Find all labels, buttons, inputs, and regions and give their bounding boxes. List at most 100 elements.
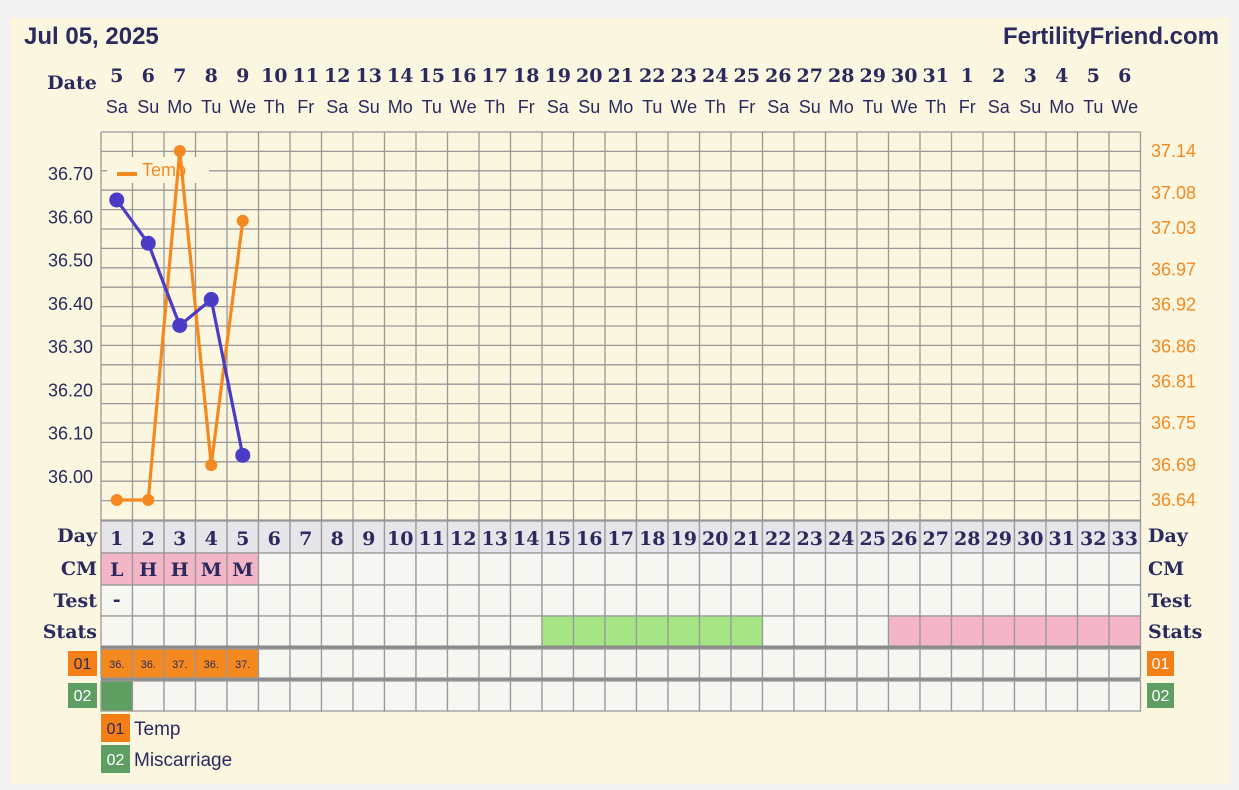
test-cell (982, 584, 1016, 617)
cycle-day-number: 2 (142, 528, 155, 550)
cycle-day-number: 21 (734, 528, 760, 550)
day-of-week: Fr (959, 97, 976, 117)
day-cell (131, 520, 165, 554)
track01-cell (730, 648, 764, 679)
track01-value: 36. (109, 659, 124, 671)
stats-cell (793, 615, 827, 649)
cycle-day-number: 30 (1017, 528, 1043, 550)
track01-code-left: 01 (74, 656, 92, 673)
test-cell (1076, 584, 1110, 617)
left-axis-tick: 36.00 (48, 467, 93, 487)
cm-value: L (110, 559, 123, 581)
track02-cell (352, 680, 386, 712)
cm-label-right: CM (1148, 558, 1184, 580)
date-number: 10 (261, 65, 287, 87)
test-cell (415, 584, 449, 617)
date-number: 2 (992, 65, 1005, 87)
test-cell (667, 584, 701, 617)
data-point (172, 318, 188, 333)
cycle-day-number: 17 (608, 528, 634, 550)
day-of-week: We (450, 97, 477, 117)
date-number: 16 (450, 65, 476, 87)
cycle-day-number: 22 (765, 528, 791, 550)
cm-cell (1045, 552, 1079, 586)
cycle-day-number: 4 (205, 528, 218, 550)
track01-cell (478, 648, 512, 679)
cycle-day-number: 27 (923, 528, 949, 550)
legend-code: 01 (107, 721, 125, 738)
day-of-week: Th (484, 97, 505, 117)
track01-value: 37. (172, 659, 187, 671)
cycle-day-number: 29 (986, 528, 1012, 550)
cycle-day-number: 7 (299, 528, 312, 550)
track01-cell (383, 648, 417, 679)
track01-cell (415, 648, 449, 679)
cm-cell (698, 552, 732, 586)
stats-cell (163, 615, 197, 649)
track01-value: 36. (141, 659, 156, 671)
track01-cell (856, 648, 890, 679)
right-axis-tick: 36.64 (1151, 490, 1196, 510)
left-axis-tick: 36.20 (48, 380, 93, 400)
cm-cell (415, 552, 449, 586)
date-number: 30 (891, 65, 917, 87)
stats-cell (1045, 615, 1079, 649)
track01-code-right: 01 (1152, 656, 1170, 673)
day-label-left: Day (57, 525, 98, 547)
day-of-week: Th (264, 97, 285, 117)
stats-cell (698, 615, 732, 649)
right-axis-tick: 36.69 (1151, 455, 1196, 475)
date-number: 7 (173, 65, 186, 87)
track02-badge-right (1147, 683, 1174, 708)
stats-label-left: Stats (43, 621, 97, 643)
stats-cell (572, 615, 606, 649)
date-number: 6 (142, 65, 155, 87)
track01-cell (131, 648, 165, 679)
track02-cell (604, 680, 638, 712)
test-cell (572, 584, 606, 617)
stats-cell (635, 615, 669, 649)
stats-cell (541, 615, 575, 649)
cycle-day-number: 26 (891, 528, 917, 550)
date-number: 4 (1055, 65, 1068, 87)
cm-cell (1108, 552, 1142, 586)
cm-value: M (232, 559, 253, 581)
day-cell (667, 520, 701, 554)
cycle-day-number: 13 (482, 528, 508, 550)
left-axis-tick: 36.10 (48, 424, 93, 444)
date-number: 25 (734, 65, 760, 87)
day-of-week: We (229, 97, 256, 117)
stats-cell (415, 615, 449, 649)
track01-cell (667, 648, 701, 679)
test-cell (793, 584, 827, 617)
date-number: 20 (576, 65, 602, 87)
cm-cell (320, 552, 354, 586)
left-axis-tick: 36.60 (48, 207, 93, 227)
test-cell (730, 584, 764, 617)
date-number: 28 (828, 65, 854, 87)
cm-cell (887, 552, 921, 586)
track02-cell (541, 680, 575, 712)
track02-cell (730, 680, 764, 712)
day-of-week: Tu (201, 97, 221, 117)
track01-cell (1076, 648, 1110, 679)
stats-cell (320, 615, 354, 649)
stats-cell (1108, 615, 1142, 649)
cm-cell (793, 552, 827, 586)
track02-cell (950, 680, 984, 712)
right-axis-tick: 36.86 (1151, 336, 1196, 356)
stats-cell (194, 615, 228, 649)
cm-cell (667, 552, 701, 586)
test-cell (163, 584, 197, 617)
test-cell (635, 584, 669, 617)
cycle-day-number: 16 (576, 528, 602, 550)
cycle-day-number: 1 (110, 528, 123, 550)
test-cell (320, 584, 354, 617)
test-cell (1045, 584, 1079, 617)
test-cell (950, 584, 984, 617)
test-label-left: Test (53, 590, 97, 612)
track01-badge-right (1147, 651, 1174, 676)
stats-cell (478, 615, 512, 649)
cm-cell (730, 552, 764, 586)
day-of-week: Mo (167, 97, 192, 117)
